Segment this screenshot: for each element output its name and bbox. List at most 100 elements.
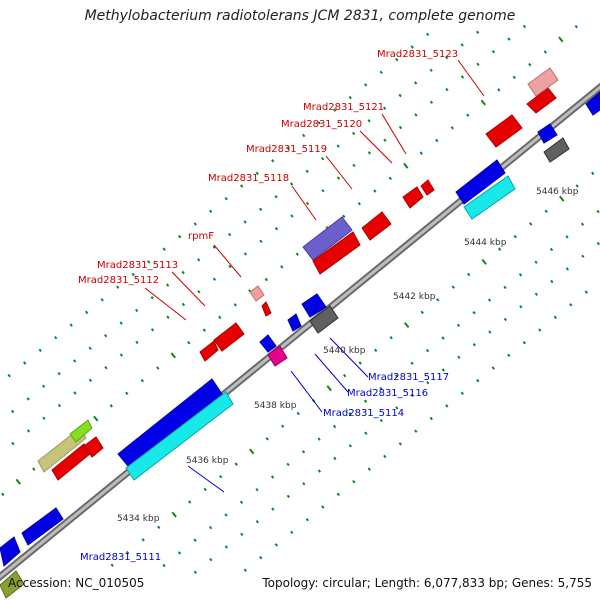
gene-labels[interactable]: Mrad2831_5111 Mrad2831_5112 Mrad2831_5113 r… <box>78 49 458 563</box>
tick-mark <box>147 260 151 264</box>
tick-mark <box>503 285 507 290</box>
tick-mark <box>503 317 507 322</box>
tick-mark <box>457 355 461 360</box>
tick-mark <box>450 126 454 130</box>
tick-mark <box>274 194 278 199</box>
tick-mark <box>32 467 36 471</box>
tick-mark <box>497 88 501 92</box>
gene-feature-red <box>213 322 245 352</box>
tick-mark <box>491 49 496 54</box>
tick-mark <box>240 184 244 188</box>
gene-features[interactable] <box>0 67 600 599</box>
tick-mark <box>264 277 268 282</box>
tick-mark <box>228 264 232 269</box>
tick-mark <box>410 45 414 49</box>
tick-mark <box>239 500 244 505</box>
tick-mark <box>529 222 533 226</box>
tick-mark <box>569 303 573 307</box>
tick-mark <box>85 310 89 315</box>
gene-label[interactable]: Mrad2831_5116 <box>347 388 428 399</box>
scale-label: 5436 kbp <box>186 456 229 466</box>
tick-mark <box>1 492 5 497</box>
tick-mark <box>116 285 120 289</box>
tick-mark <box>348 412 352 416</box>
tick-mark <box>110 563 114 567</box>
tick-mark <box>305 169 309 174</box>
gene-label[interactable]: Mrad2831_5123 <box>377 49 458 60</box>
scale-label: 5438 kbp <box>254 401 297 411</box>
tick-mark <box>141 538 145 542</box>
tick-mark <box>389 335 393 340</box>
genome-title: Methylobacterium radiotolerans JCM 2831,… <box>84 8 516 24</box>
tick-mark <box>332 424 337 429</box>
gene-label[interactable]: Mrad2831_5118 <box>208 173 289 184</box>
tick-mark <box>255 487 259 492</box>
tick-mark <box>488 330 492 334</box>
tick-mark <box>274 226 279 231</box>
tick-mark <box>317 469 321 473</box>
tick-mark <box>57 403 62 408</box>
tick-mark <box>305 201 310 206</box>
tick-mark <box>522 340 526 345</box>
tick-mark <box>281 424 285 428</box>
gene-label[interactable]: Mrad2831_5112 <box>78 275 159 286</box>
tick-mark <box>302 482 306 486</box>
tick-mark <box>596 209 600 214</box>
tick-mark <box>487 298 492 302</box>
gene-label[interactable]: Mrad2831_5113 <box>97 260 178 271</box>
tick-mark <box>166 283 170 287</box>
tick-mark <box>348 444 352 448</box>
gene-label[interactable]: Mrad2831_5114 <box>323 408 404 419</box>
tick-mark <box>162 247 166 251</box>
tick-mark <box>553 315 557 320</box>
tick-mark <box>224 545 228 549</box>
tick-mark <box>125 391 129 396</box>
tick-mark <box>512 75 516 80</box>
tick-mark <box>472 342 476 347</box>
gene-label[interactable]: Mrad2831_5111 <box>80 552 161 563</box>
tick-mark <box>193 222 197 226</box>
tick-mark <box>374 348 378 353</box>
gene-label[interactable]: Mrad2831_5121 <box>303 102 384 113</box>
gene-label[interactable]: Mrad2831_5119 <box>246 144 327 155</box>
tick-mark <box>286 462 290 467</box>
tick-mark <box>197 290 201 294</box>
gene-feature-blue <box>21 507 64 546</box>
gene-feature-blue <box>287 313 302 332</box>
tick-mark <box>274 543 278 547</box>
gene-label[interactable]: Mrad2831_5120 <box>281 119 362 130</box>
tick-mark <box>15 478 21 485</box>
gene-feature-cyan <box>125 391 234 481</box>
tick-mark <box>57 371 61 376</box>
tick-mark <box>419 151 423 155</box>
tick-mark <box>333 108 337 112</box>
scale-labels: 5434 kbp 5436 kbp 5438 kbp 5440 kbp 5442 kbp… <box>117 187 579 524</box>
tick-mark <box>336 176 341 180</box>
tick-mark <box>265 437 269 441</box>
gene-label[interactable]: rpmF <box>188 231 214 242</box>
tick-mark <box>544 209 548 214</box>
tick-mark <box>170 352 176 359</box>
genome-summary: Topology: circular; Length: 6,077,833 bp… <box>262 576 592 590</box>
tick-mark <box>352 479 356 484</box>
tick-mark <box>73 391 77 395</box>
gene-label[interactable]: Mrad2831_5117 <box>368 372 449 383</box>
tick-mark <box>212 245 216 249</box>
tick-mark <box>460 43 464 47</box>
tick-mark <box>321 156 325 161</box>
tick-mark <box>271 159 275 163</box>
tick-mark <box>249 448 255 455</box>
tick-mark <box>538 328 542 332</box>
gene-feature-pink <box>527 67 559 97</box>
tick-mark <box>336 492 340 497</box>
gene-feature-blue <box>301 293 327 318</box>
tick-mark <box>574 24 578 29</box>
tick-mark <box>317 437 321 441</box>
tick-mark <box>379 386 383 391</box>
tick-mark <box>157 525 161 530</box>
tick-mark <box>414 81 418 85</box>
tick-mark <box>550 279 554 284</box>
tick-mark <box>301 450 306 454</box>
tick-mark <box>534 292 538 296</box>
